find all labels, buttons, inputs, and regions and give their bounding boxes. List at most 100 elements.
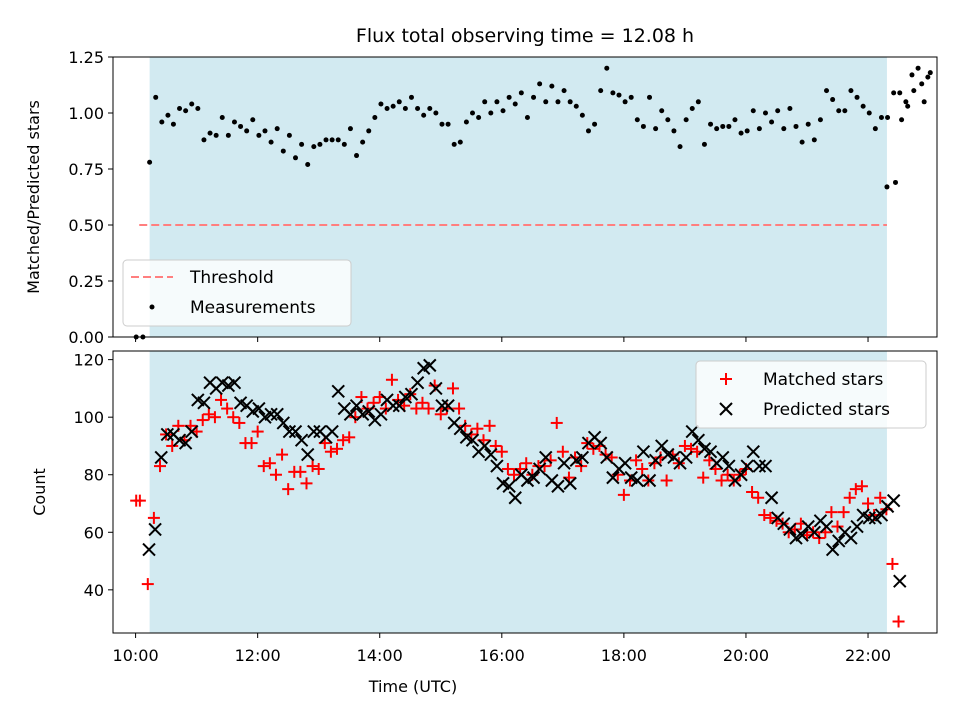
predicted-point-46 bbox=[423, 358, 437, 373]
measurement-point-123 bbox=[885, 114, 891, 120]
matched-stars-points bbox=[130, 373, 905, 628]
predicted-point-74 bbox=[593, 436, 608, 450]
measurement-point-76 bbox=[598, 88, 604, 94]
measurement-point-62 bbox=[512, 101, 518, 107]
matched-point-119 bbox=[855, 480, 868, 493]
predicted-point-65 bbox=[539, 450, 553, 465]
predicted-point-33 bbox=[343, 407, 358, 422]
measurement-point-89 bbox=[677, 144, 683, 150]
measurement-point-71 bbox=[567, 99, 573, 105]
ratio-y-axis-label: Matched/Predicted stars bbox=[24, 100, 43, 294]
matched-point-67 bbox=[538, 460, 551, 473]
matched-point-46 bbox=[410, 402, 423, 415]
measurement-point-30 bbox=[317, 141, 323, 147]
predicted-point-105 bbox=[783, 522, 797, 537]
matched-point-34 bbox=[337, 434, 350, 447]
measurement-point-79 bbox=[616, 92, 622, 98]
matched-point-118 bbox=[849, 483, 862, 496]
measurement-point-85 bbox=[653, 126, 659, 132]
matched-point-48 bbox=[422, 402, 435, 415]
chart-title: Flux total observing time = 12.08 h bbox=[356, 25, 694, 47]
measurement-point-6 bbox=[170, 121, 176, 127]
predicted-point-88 bbox=[679, 450, 693, 465]
predicted-point-111 bbox=[819, 519, 834, 534]
x-tick-label-2: 14:00 bbox=[357, 646, 403, 665]
matched-point-21 bbox=[257, 460, 270, 473]
y-tick-label-0: 40 bbox=[84, 581, 104, 600]
matched-point-47 bbox=[416, 396, 429, 409]
ratio-panel: 0.00 0.25 0.50 0.75 1.00 1.25 Matched/Predict… bbox=[24, 48, 938, 347]
measurement-point-120 bbox=[866, 110, 872, 116]
measurement-point-130 bbox=[927, 70, 933, 76]
predicted-point-76 bbox=[606, 470, 620, 485]
ratio-x-ticks bbox=[135, 337, 869, 342]
predicted-point-122 bbox=[886, 493, 901, 508]
predicted-point-57 bbox=[490, 459, 504, 473]
measurement-point-16 bbox=[231, 119, 237, 125]
predicted-point-24 bbox=[288, 424, 303, 439]
count-legend: Matched stars Predicted stars bbox=[695, 360, 927, 429]
measurement-point-124 bbox=[891, 90, 897, 96]
measurement-point-102 bbox=[756, 126, 762, 132]
measurement-point-104 bbox=[769, 119, 775, 125]
predicted-point-47 bbox=[429, 381, 443, 396]
measurement-point-48 bbox=[427, 106, 433, 112]
ratio-legend-box bbox=[122, 259, 352, 327]
measurement-point-70 bbox=[561, 88, 567, 94]
matched-point-25 bbox=[282, 483, 295, 496]
count-y-ticks: 40 60 80 100 120 bbox=[73, 351, 113, 600]
predicted-point-63 bbox=[526, 470, 541, 485]
measurement-point-51 bbox=[445, 121, 451, 127]
matched-legend-label: Matched stars bbox=[763, 370, 883, 390]
matched-point-32 bbox=[324, 445, 337, 458]
predicted-point-38 bbox=[374, 407, 388, 422]
measurement-point-64 bbox=[524, 114, 530, 120]
predicted-point-9 bbox=[197, 396, 211, 410]
predicted-point-36 bbox=[362, 404, 376, 419]
matched-point-116 bbox=[837, 506, 850, 519]
matched-point-16 bbox=[227, 411, 240, 424]
matched-point-27 bbox=[294, 465, 307, 478]
matched-point-22 bbox=[263, 457, 276, 470]
matched-point-87 bbox=[660, 474, 673, 487]
measurement-point-5 bbox=[165, 112, 171, 118]
matched-point-124 bbox=[886, 557, 899, 570]
predicted-stars-points bbox=[142, 358, 907, 588]
measurement-point-14 bbox=[219, 114, 225, 120]
predicted-point-112 bbox=[825, 542, 840, 557]
x-tick-label-0: 10:00 bbox=[113, 646, 159, 665]
measurement-point-4 bbox=[159, 119, 165, 125]
predicted-point-59 bbox=[502, 479, 516, 493]
measurement-point-131 bbox=[925, 74, 931, 80]
measurement-point-8 bbox=[183, 108, 189, 114]
matched-point-90 bbox=[678, 439, 691, 452]
measurement-point-2 bbox=[147, 159, 153, 165]
predicted-point-1 bbox=[148, 522, 162, 537]
measurement-point-41 bbox=[384, 106, 390, 112]
measurement-point-36 bbox=[354, 153, 360, 159]
matched-point-3 bbox=[147, 511, 160, 524]
measurement-point-37 bbox=[360, 139, 366, 145]
predicted-point-23 bbox=[282, 424, 297, 439]
measurement-point-26 bbox=[293, 155, 299, 161]
predicted-point-64 bbox=[532, 462, 547, 476]
matched-point-30 bbox=[312, 462, 325, 475]
measurement-point-129 bbox=[921, 99, 927, 105]
measurement-point-122 bbox=[878, 114, 884, 120]
measurement-point-58 bbox=[488, 110, 494, 116]
predicted-point-49 bbox=[441, 398, 455, 413]
predicted-point-27 bbox=[307, 424, 321, 439]
measurement-point-133 bbox=[911, 88, 917, 94]
matched-point-117 bbox=[843, 491, 856, 504]
matched-point-29 bbox=[306, 460, 319, 473]
count-panel-frame bbox=[112, 350, 938, 634]
matched-point-28 bbox=[300, 477, 313, 490]
count-legend-box bbox=[695, 360, 927, 429]
matched-point-17 bbox=[233, 416, 246, 429]
predicted-point-0 bbox=[142, 542, 156, 557]
matched-point-120 bbox=[862, 497, 875, 510]
measurement-point-74 bbox=[585, 128, 591, 134]
predicted-point-21 bbox=[270, 407, 284, 422]
predicted-point-2 bbox=[154, 450, 168, 465]
